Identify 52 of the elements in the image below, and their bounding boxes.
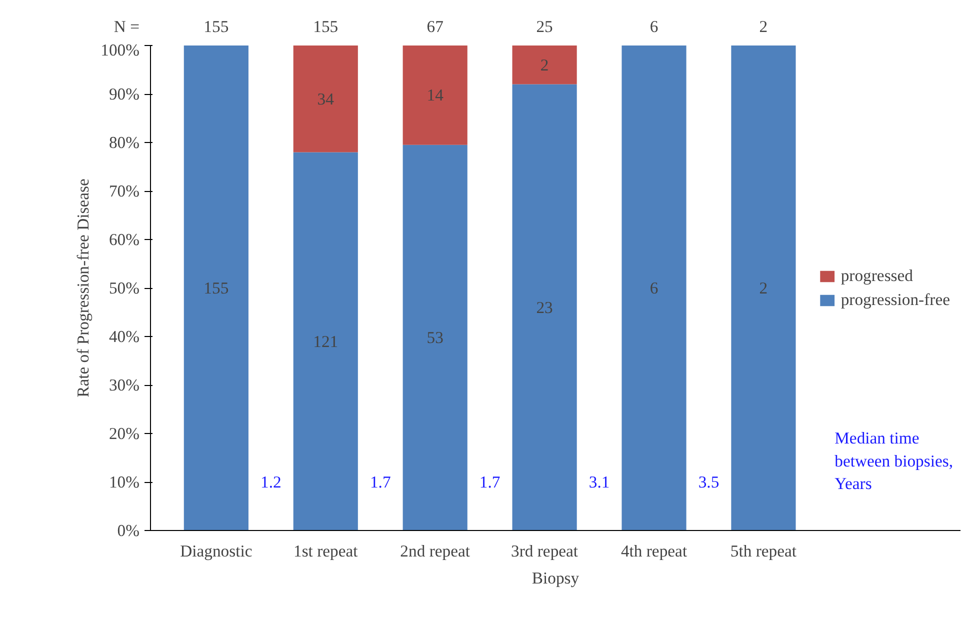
y-axis-title: Rate of Progression-free Disease — [74, 178, 93, 398]
bar — [293, 152, 358, 530]
annotation: 53 — [426, 328, 444, 348]
bar — [402, 46, 468, 145]
x-tick-label: 1st repeat — [293, 542, 358, 560]
y-tick-label: 50% — [108, 278, 140, 298]
annotation: 155 — [204, 278, 229, 298]
bar — [184, 46, 248, 530]
annotation: 1.7 — [479, 472, 500, 492]
y-tick-label: 90% — [108, 84, 140, 104]
annotation: 3.1 — [588, 472, 610, 492]
text: 155 — [204, 17, 229, 36]
x-tick-label: 5th repeat — [730, 542, 797, 560]
y-tick-label: 40% — [108, 327, 140, 346]
y-tick-label: 30% — [108, 376, 140, 394]
y-tick-label: 20% — [108, 424, 140, 443]
bar — [512, 84, 577, 530]
text: 25 — [536, 17, 553, 36]
bar — [622, 46, 686, 530]
annotation: 2 — [759, 278, 768, 298]
text: 6 — [650, 17, 658, 36]
bar — [731, 46, 796, 530]
x-tick-label: Diagnostic — [180, 542, 252, 560]
annotation: 1.2 — [260, 472, 282, 492]
x-tick-label: 3rd repeat — [511, 542, 578, 560]
annotation: 14 — [426, 86, 444, 105]
text: Median time between biopsies, Years — [834, 428, 954, 494]
bar — [402, 144, 468, 530]
annotation: 3.5 — [698, 472, 720, 492]
bar — [293, 46, 358, 152]
annotation: 23 — [536, 298, 553, 317]
x-tick-label: 4th repeat — [620, 542, 688, 560]
text: 2 — [759, 17, 768, 36]
annotation: 2 — [540, 55, 549, 74]
y-tick-label: 70% — [108, 182, 140, 200]
y-tick-label: 0% — [117, 521, 140, 540]
annotation: 121 — [313, 332, 338, 351]
y-tick-label: 100% — [100, 40, 140, 60]
legend-label: progression-free — [840, 290, 950, 310]
text: 67 — [426, 17, 444, 36]
y-tick-label: 60% — [108, 230, 140, 249]
y-tick-label: 10% — [108, 472, 140, 492]
annotation: 34 — [317, 89, 335, 108]
annotation: 1.7 — [370, 472, 391, 492]
text: 155 — [313, 17, 338, 36]
x-tick-label: 2nd repeat — [400, 542, 470, 560]
text: N = — [114, 17, 140, 36]
y-tick-label: 80% — [108, 133, 140, 152]
annotation: 6 — [650, 278, 658, 298]
legend-label: progressed — [840, 266, 913, 286]
x-axis-title: Biopsy — [532, 568, 580, 588]
bar — [512, 46, 577, 84]
